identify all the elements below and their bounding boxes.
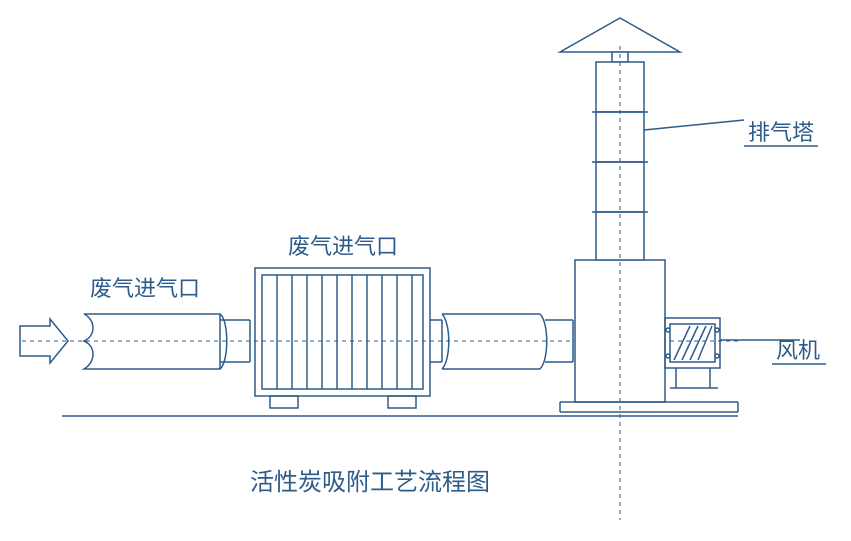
filter-box-outer — [255, 268, 430, 396]
filter-bars — [277, 275, 412, 389]
diagram-caption: 活性炭吸附工艺流程图 — [250, 469, 490, 496]
filter-foot-right — [388, 396, 416, 408]
filter-box-inner — [262, 275, 423, 389]
fan-motor — [665, 318, 720, 388]
inlet-arrow-icon — [20, 319, 68, 363]
filter-box-label: 废气进气口 — [288, 234, 398, 259]
fan-label: 风机 — [776, 338, 820, 363]
leader-tower — [644, 120, 744, 130]
inlet-label: 废气进气口 — [90, 276, 200, 301]
tower-label: 排气塔 — [748, 120, 814, 145]
diagram-canvas: 废气进气口 废气进气口 排气塔 风机 活性炭吸附工艺流程图 — [0, 0, 851, 541]
filter-foot-left — [270, 396, 298, 408]
